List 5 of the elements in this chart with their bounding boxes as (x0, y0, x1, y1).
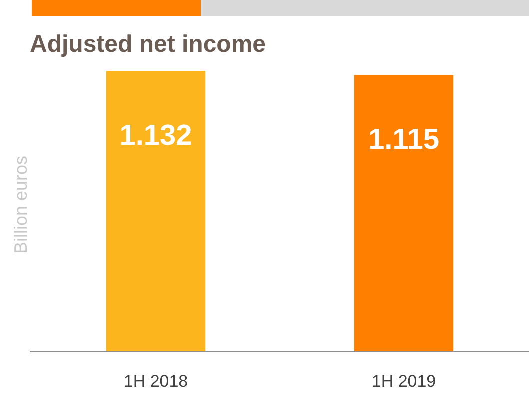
x-tick-label: 1H 2019 (372, 372, 436, 391)
data-label: 1.115 (368, 124, 440, 156)
chart-title: Adjusted net income (30, 31, 266, 58)
x-tick-label: 1H 2018 (124, 372, 188, 391)
data-label: 1.132 (120, 120, 192, 152)
